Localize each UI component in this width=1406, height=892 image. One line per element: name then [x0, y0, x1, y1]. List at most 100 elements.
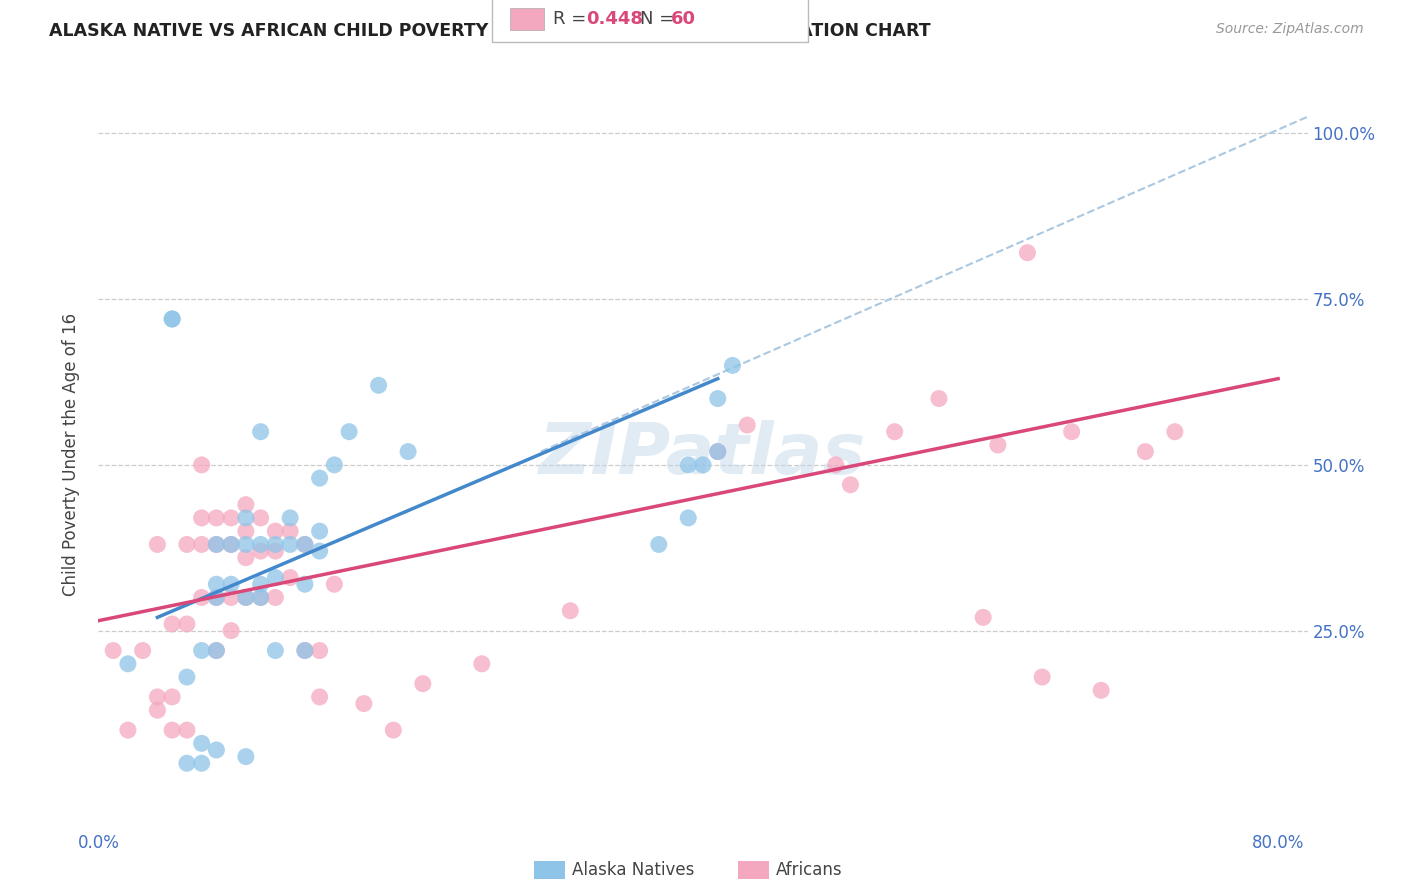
Point — [294, 643, 316, 657]
Point — [205, 643, 228, 657]
Point — [249, 577, 271, 591]
Point — [205, 643, 228, 657]
Point — [721, 359, 744, 373]
Point — [190, 736, 212, 750]
Point — [883, 425, 905, 439]
Point — [560, 604, 582, 618]
Point — [249, 425, 271, 439]
Point — [117, 657, 139, 671]
Point — [987, 438, 1010, 452]
Point — [1135, 444, 1157, 458]
Point — [412, 676, 434, 690]
Point — [264, 643, 287, 657]
Point — [264, 544, 287, 558]
Point — [235, 591, 257, 605]
Point — [928, 392, 950, 406]
Text: N =: N = — [640, 10, 679, 28]
Point — [117, 723, 139, 737]
Point — [205, 537, 228, 551]
Point — [235, 749, 257, 764]
Point — [219, 591, 242, 605]
Point — [219, 537, 242, 551]
Point — [190, 643, 212, 657]
Point — [308, 524, 330, 538]
Point — [235, 498, 257, 512]
Point — [1164, 425, 1187, 439]
Point — [337, 425, 360, 439]
Point — [160, 723, 183, 737]
Point — [176, 756, 198, 771]
Point — [160, 312, 183, 326]
Point — [278, 511, 301, 525]
Point — [176, 670, 198, 684]
Text: R =: R = — [553, 10, 592, 28]
Point — [190, 756, 212, 771]
Point — [471, 657, 494, 671]
Text: ZIPatlas: ZIPatlas — [540, 420, 866, 490]
Point — [278, 524, 301, 538]
Point — [294, 643, 316, 657]
Text: 60: 60 — [671, 10, 696, 28]
Point — [308, 544, 330, 558]
Point — [101, 643, 124, 657]
Point — [1060, 425, 1083, 439]
Point — [235, 524, 257, 538]
Point — [839, 477, 862, 491]
Point — [692, 458, 714, 472]
Point — [264, 571, 287, 585]
Point — [160, 312, 183, 326]
Point — [235, 591, 257, 605]
Point — [249, 591, 271, 605]
Point — [1017, 245, 1039, 260]
Text: ALASKA NATIVE VS AFRICAN CHILD POVERTY UNDER THE AGE OF 16 CORRELATION CHART: ALASKA NATIVE VS AFRICAN CHILD POVERTY U… — [49, 22, 931, 40]
Point — [249, 544, 271, 558]
Point — [146, 703, 169, 717]
Point — [294, 577, 316, 591]
Point — [235, 550, 257, 565]
Point — [249, 591, 271, 605]
Point — [249, 511, 271, 525]
Point — [706, 392, 728, 406]
Point — [190, 511, 212, 525]
Point — [219, 537, 242, 551]
Point — [308, 643, 330, 657]
Point — [972, 610, 994, 624]
Point — [176, 537, 198, 551]
Point — [190, 537, 212, 551]
Point — [205, 511, 228, 525]
Point — [278, 571, 301, 585]
Point — [160, 617, 183, 632]
Point — [176, 723, 198, 737]
Point — [367, 378, 389, 392]
Point — [1090, 683, 1112, 698]
Point — [264, 591, 287, 605]
Point — [205, 743, 228, 757]
Y-axis label: Child Poverty Under the Age of 16: Child Poverty Under the Age of 16 — [62, 313, 80, 597]
Point — [735, 418, 758, 433]
Point — [249, 537, 271, 551]
Point — [323, 458, 346, 472]
Point — [219, 624, 242, 638]
Point — [706, 444, 728, 458]
Point — [1031, 670, 1053, 684]
Point — [382, 723, 405, 737]
Point — [190, 458, 212, 472]
Point — [353, 697, 375, 711]
Point — [396, 444, 419, 458]
Point — [146, 690, 169, 704]
Point — [176, 617, 198, 632]
Point — [824, 458, 846, 472]
Point — [205, 577, 228, 591]
Point — [678, 511, 700, 525]
Point — [205, 591, 228, 605]
Point — [219, 511, 242, 525]
Text: Alaska Natives: Alaska Natives — [572, 861, 695, 879]
Point — [146, 537, 169, 551]
Point — [294, 537, 316, 551]
Point — [235, 537, 257, 551]
Point — [323, 577, 346, 591]
Point — [264, 524, 287, 538]
Point — [219, 577, 242, 591]
Point — [264, 537, 287, 551]
Text: Africans: Africans — [776, 861, 842, 879]
